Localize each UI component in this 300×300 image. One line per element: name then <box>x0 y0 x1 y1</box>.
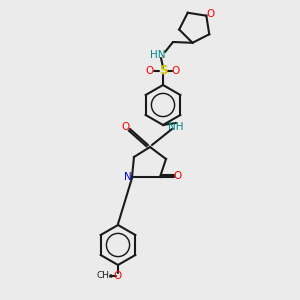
Text: O: O <box>174 171 182 181</box>
Text: O: O <box>206 9 214 19</box>
Text: N: N <box>124 172 132 182</box>
Text: O: O <box>122 122 130 132</box>
Text: HN: HN <box>150 50 166 60</box>
Text: S: S <box>159 64 167 77</box>
Text: O: O <box>146 66 154 76</box>
Text: NH: NH <box>168 122 184 132</box>
Text: O: O <box>114 271 122 281</box>
Text: O: O <box>172 66 180 76</box>
Text: CH₃: CH₃ <box>97 272 113 280</box>
